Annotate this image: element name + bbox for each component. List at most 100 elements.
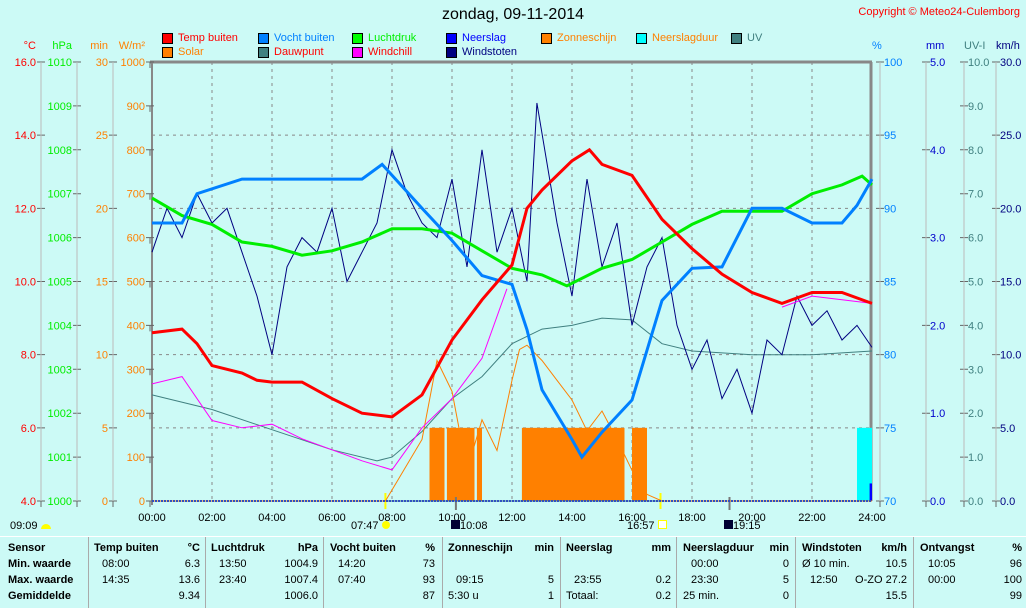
legend-label: Luchtdruk	[368, 32, 417, 44]
series-solar	[152, 344, 872, 502]
axis-tick-label: 1000	[121, 57, 145, 69]
column-separator	[795, 537, 796, 608]
axis-tick-label: 1010	[48, 57, 72, 69]
axis-tick-label: 2.0	[968, 408, 983, 420]
legend-swatch	[541, 32, 552, 44]
cell-time: 23:40	[219, 574, 247, 586]
x-tick-label: 12:00	[498, 512, 526, 524]
axis-tick-label: 80	[884, 350, 896, 362]
legend-item: Neerslagduur	[636, 32, 718, 44]
axis-tick	[922, 500, 930, 507]
legend-label: Neerslag	[462, 32, 507, 44]
cell-time: 25 min.	[683, 590, 720, 602]
legend-swatch	[446, 46, 457, 58]
axis-tick-label: 400	[127, 320, 145, 332]
table-divider	[0, 536, 1026, 537]
sunrise: 07:47	[351, 520, 390, 532]
cell-time: 10:05	[928, 558, 956, 570]
cell-value: 0.2	[655, 590, 671, 602]
axis-tick	[146, 237, 154, 244]
axis-tick	[146, 324, 154, 332]
legend-label: Neerslagduur	[652, 32, 719, 44]
row-label: Max. waarde	[8, 574, 74, 586]
column-separator	[676, 537, 677, 608]
column-unit: °C	[187, 542, 200, 554]
sunset-icon	[657, 520, 667, 529]
plot-area: 16.014.012.010.08.06.04.0101010091008100…	[15, 57, 1022, 524]
copyright: Copyright © Meteo24-Culemborg	[858, 6, 1020, 18]
axis-tick-label: 100	[884, 57, 902, 69]
axis-tick-label: 800	[127, 145, 145, 157]
cell-value: 93	[422, 574, 435, 586]
axis-unit: hPa	[52, 40, 72, 52]
legend-swatch	[258, 46, 269, 58]
axis-tick	[146, 149, 154, 156]
axis-tick-label: 900	[127, 101, 145, 113]
cell-value: 0	[782, 590, 789, 602]
column-header: Vocht buiten	[330, 542, 396, 554]
legend-label: Vocht buiten	[274, 32, 335, 44]
column-header: Luchtdruk	[211, 542, 265, 554]
axis-tick-label: 300	[127, 364, 145, 376]
bar-zonneschijn	[429, 427, 445, 501]
axis-tick-label: 1000	[48, 496, 72, 508]
column-unit: mm	[651, 542, 671, 554]
axis-tick-label: 5.0	[930, 57, 945, 69]
axis-tick-label: 1004	[48, 320, 72, 332]
axis-tick-label: 95	[884, 130, 896, 142]
bar-zonneschijn	[446, 427, 475, 501]
axis-tick-label: 1.0	[930, 408, 945, 420]
legend-item: Temp buiten	[162, 32, 238, 44]
sunset-time: 16:57	[627, 520, 655, 532]
axis-tick-label: 0	[102, 496, 108, 508]
axis-tick-label: 5.0	[968, 277, 983, 289]
axis-tick-label: 500	[127, 277, 145, 289]
axis-tick-label: 1005	[48, 277, 72, 289]
column-unit: hPa	[297, 542, 318, 554]
x-tick-label: 22:00	[798, 512, 826, 524]
legend-swatch	[636, 32, 647, 44]
legend-item: Vocht buiten	[258, 32, 335, 44]
axis-tick-label: 2.0	[930, 320, 945, 332]
axis-tick-label: 7.0	[968, 189, 983, 201]
x-tick-label: 14:00	[558, 512, 586, 524]
bar-zonneschijn	[632, 427, 647, 501]
column-unit: min	[769, 542, 789, 554]
legend-swatch	[352, 32, 363, 44]
axis-tick-label: 1008	[48, 145, 72, 157]
axis-unit: min	[90, 40, 108, 52]
axis-tick-label: 4.0	[21, 496, 36, 508]
cell-time: 23:55	[574, 574, 602, 586]
axis-tick-label: 30	[96, 57, 108, 69]
axis-tick	[960, 500, 968, 507]
axis-tick-label: 5	[102, 423, 108, 435]
cell-value: 6.3	[184, 558, 200, 570]
legend-label: Windstoten	[462, 46, 518, 58]
column-header: Windstoten	[802, 542, 862, 554]
cell-time: 14:20	[338, 558, 366, 570]
x-tick-label: 02:00	[198, 512, 226, 524]
cell-value: 0.2	[655, 574, 671, 586]
sensor-header: Sensor	[8, 542, 46, 554]
axis-tick-label: 3.0	[968, 364, 983, 376]
axis-tick-label: 30.0	[1000, 57, 1021, 69]
axis-tick-label: 5.0	[1000, 423, 1015, 435]
legend-item: Zonneschijn	[541, 32, 616, 44]
column-unit: %	[425, 542, 435, 554]
axis-unit: %	[872, 40, 882, 52]
axis-tick-label: 10	[96, 350, 108, 362]
axis-tick-label: 9.0	[968, 101, 983, 113]
axis-tick-label: 8.0	[21, 350, 36, 362]
axis-tick-label: 10.0	[968, 57, 989, 69]
daylength: 09:09	[10, 520, 51, 532]
axis-tick-label: 10.0	[1000, 350, 1021, 362]
series-dauwpunt	[151, 317, 873, 462]
cell-time: 5:30 u	[448, 590, 479, 602]
axis-tick-label: 1006	[48, 233, 72, 245]
axis-unit: km/h	[996, 40, 1020, 52]
legend-item: UV	[731, 32, 762, 44]
axis-tick-label: 1001	[48, 452, 72, 464]
cell-value: 0	[782, 558, 789, 570]
axis-tick	[73, 500, 81, 507]
